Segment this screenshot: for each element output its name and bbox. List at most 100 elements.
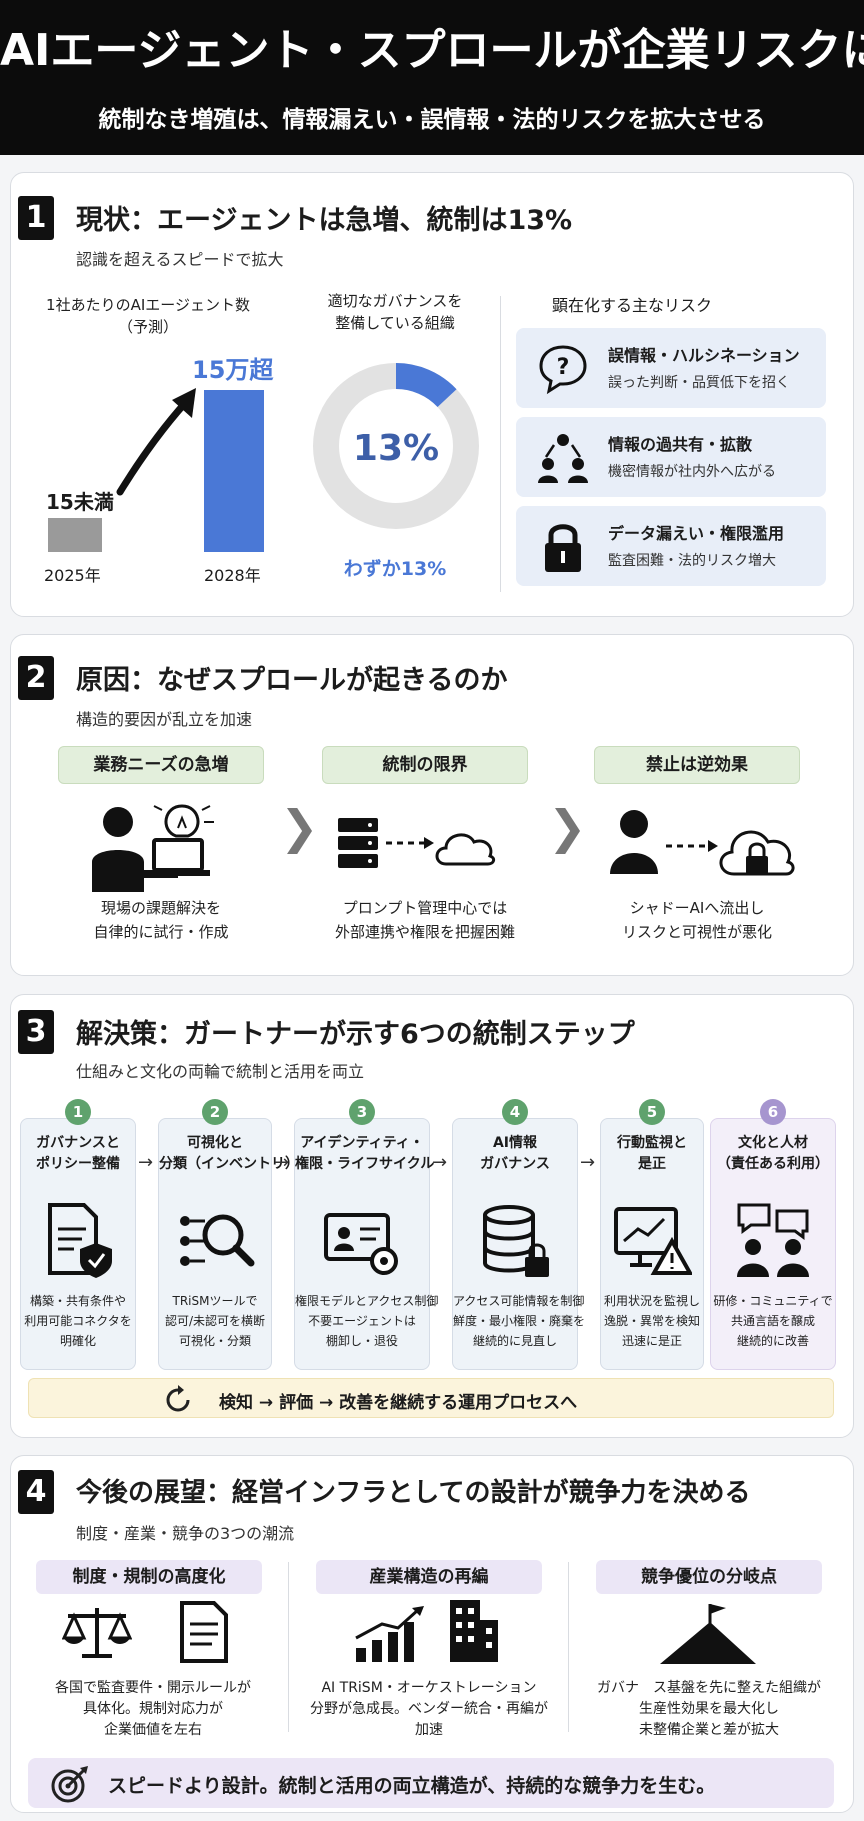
step-arrow-icon: →: [580, 1152, 596, 1173]
people-chat-icon: [737, 1203, 809, 1277]
trend-caption-line: 各国で監査要件・開示ルールが: [55, 1680, 251, 1696]
growth-arrow-icon: [116, 388, 196, 496]
step-desc-line: 棚卸し・退役: [325, 1334, 398, 1348]
trend-caption-line: 加速: [415, 1722, 443, 1738]
step-desc: 権限モデルとアクセス制御不要エージェントは 棚卸し・退役: [295, 1291, 439, 1351]
policy-document-shield-icon: [48, 1203, 112, 1278]
section-1-number: 1: [18, 196, 54, 240]
document-icon: [180, 1601, 228, 1663]
section-3-number: 3: [18, 1010, 54, 1054]
step-desc-line: 継続的に見直し: [472, 1334, 557, 1348]
step-desc-line: 研修・コミュニティで: [713, 1294, 833, 1308]
risk-card-misinformation: ? 誤情報・ハルシネーション 誤った判断・品質低下を招く: [516, 328, 826, 408]
trend-caption-line: ガバナ ス基盤を先に整えた組織が: [597, 1680, 821, 1696]
cycle-icon: [166, 1385, 190, 1412]
step-number: 2: [202, 1099, 228, 1125]
step-desc: TRiSMツールで 認可/未認可を横断 可視化・分類: [159, 1291, 271, 1351]
risk-card-oversharing: 情報の過共有・拡散 機密情報が社内外へ広がる: [516, 417, 826, 497]
step-title-line: アイデンティティ・: [300, 1135, 424, 1151]
trend-caption-industry: AI TRiSM・オーケストレーション 分野が急成長。ベンダー統合・再編が 加速: [296, 1678, 562, 1741]
step-arrow-icon: →: [432, 1152, 448, 1173]
trend-pill-industry: 産業構造の再編: [316, 1560, 542, 1594]
scales-icon: [62, 1608, 132, 1658]
cause-caption-line: シャドーAIへ流出し: [629, 899, 765, 917]
lock-icon: [545, 524, 581, 572]
building-icon: [450, 1600, 498, 1662]
cause-caption-line: 外部連携や権限を把握困難: [334, 923, 515, 941]
step-title-line: 権限・ライフサイクル: [295, 1156, 435, 1172]
step-desc-line: 明確化: [59, 1334, 96, 1348]
step-number: 6: [760, 1099, 786, 1125]
section-2-number: 2: [18, 656, 54, 700]
step-desc-line: 共通言語を醸成: [730, 1314, 815, 1328]
cause-caption-line: 自律的に試行・作成: [93, 923, 229, 941]
section-1-divider: [500, 296, 501, 592]
mountain-flag-icon: [660, 1604, 756, 1664]
step-title-line: 是正: [638, 1156, 666, 1172]
risk-desc: 監査困難・法的リスク増大: [608, 553, 776, 569]
target-icon: [51, 1766, 88, 1803]
cause-caption-ban-backfire: シャドーAIへ流出し リスクと可視性が悪化: [594, 896, 800, 944]
section-1-subtitle: 認識を超えるスピードで拡大: [76, 250, 284, 269]
bar-chart-label: 1社あたりのAIエージェント数 （予測）: [28, 294, 268, 338]
donut-label: 適切なガバナンスを 整備している組織: [300, 290, 490, 334]
cause-caption-line: 現場の課題解決を: [100, 899, 221, 917]
conclusion-text: スピードより設計。統制と活用の両立構造が、持続的な競争力を生む。: [108, 1775, 716, 1797]
donut-arc-13: [313, 363, 479, 529]
step-number: 5: [639, 1099, 665, 1125]
risk-desc: 誤った判断・品質低下を招く: [608, 375, 790, 391]
donut-label-line2: 整備している組織: [335, 314, 455, 332]
process-flow-banner: 検知 → 評価 → 改善を継続する運用プロセスへ: [28, 1378, 834, 1418]
database-lock-icon: [483, 1205, 549, 1277]
trend-caption-line: 具体化。規制対応力が: [83, 1701, 223, 1717]
svg-text:?: ?: [557, 355, 570, 380]
step-title: AI情報 ガバナンス: [453, 1133, 577, 1175]
step-desc-line: 継続的に改善: [736, 1334, 809, 1348]
donut-center-value: 13%: [352, 428, 440, 469]
people-network-icon: [538, 434, 588, 483]
bar-chart-label-line2: （予測）: [117, 318, 178, 336]
step-card-3: 3 アイデンティティ・ 権限・ライフサイクル 権限モデルとアクセス制御不要エージェ…: [294, 1099, 439, 1370]
section-3-title: 解決策：ガートナーが示す6つの統制ステップ: [76, 1019, 635, 1050]
trend-caption-line: 企業価値を左右: [104, 1722, 202, 1738]
step-desc-line: 可視化・分類: [178, 1334, 251, 1348]
step-desc-line: 鮮度・最小権限・廃棄を: [453, 1314, 586, 1328]
chevron-right-icon: ❯: [548, 800, 587, 854]
step-title-line: ガバナンスと: [36, 1135, 120, 1151]
step-number: 3: [349, 1099, 375, 1125]
trend-pill-competition: 競争優位の分岐点: [596, 1560, 822, 1594]
step-title-line: 可視化と: [187, 1135, 243, 1151]
step-desc-line: 逸脱・異常を検知: [603, 1314, 700, 1328]
cause-pill-demand: 業務ニーズの急増: [58, 746, 264, 784]
step-title: 行動監視と 是正: [601, 1133, 703, 1175]
step-desc-line: 認可/未認可を横断: [164, 1314, 266, 1328]
step-title-line: AI情報: [492, 1135, 538, 1151]
step-title: アイデンティティ・ 権限・ライフサイクル: [295, 1133, 435, 1175]
step-card-5: 5 行動監視と 是正 利用状況を監視し 逸脱・異常を検知 迅速に是正: [600, 1099, 704, 1370]
step-card-1: 1 ガバナンスと ポリシー整備 構築・共有条件や 利用可能コネクタを 明確化: [20, 1099, 136, 1370]
step-card-6: 6 文化と人材 （責任ある利用） 研修・コミュニティで 共通言語を醸成 継続的に改善: [710, 1099, 836, 1370]
step-desc-line: 構築・共有条件や: [29, 1294, 126, 1308]
trend-pill-regulation: 制度・規制の高度化: [36, 1560, 262, 1594]
step-desc-line: 権限モデルとアクセス制御: [295, 1294, 439, 1308]
step-desc-line: アクセス可能情報を制御: [453, 1294, 585, 1308]
conclusion-banner: スピードより設計。統制と活用の両立構造が、持続的な競争力を生む。: [28, 1758, 834, 1808]
risks-title: 顕在化する主なリスク: [552, 296, 713, 315]
id-card-gear-icon: [324, 1213, 398, 1275]
donut-caption: わずか13%: [343, 558, 447, 580]
bar-2028-year: 2028年: [204, 566, 261, 585]
step-card-4: 4 AI情報 ガバナンス アクセス可能情報を制御 鮮度・最小権限・廃棄を継続的に見直…: [452, 1099, 586, 1370]
step-title: 可視化と 分類（インベントリ）: [159, 1133, 299, 1175]
step-title-line: ポリシー整備: [36, 1156, 120, 1172]
step-number: 4: [502, 1099, 528, 1125]
section-4-title: 今後の展望：経営インフラとしての設計が競争力を決める: [76, 1478, 751, 1508]
bar-2025-value: 15未満: [46, 490, 114, 514]
step-title-line: 文化と人材: [738, 1135, 808, 1151]
step-arrow-icon: →: [274, 1152, 290, 1173]
question-bubble-icon: ?: [539, 345, 587, 395]
step-desc-line: 不要エージェントは: [308, 1314, 416, 1328]
bar-chart-label-line1: 1社あたりのAIエージェント数: [46, 296, 250, 314]
step-desc-line: 迅速に是正: [621, 1334, 682, 1348]
page-subtitle: 統制なき増殖は、情報漏えい・誤情報・法的リスクを拡大させる: [98, 107, 766, 133]
section-2-card: [10, 634, 854, 976]
